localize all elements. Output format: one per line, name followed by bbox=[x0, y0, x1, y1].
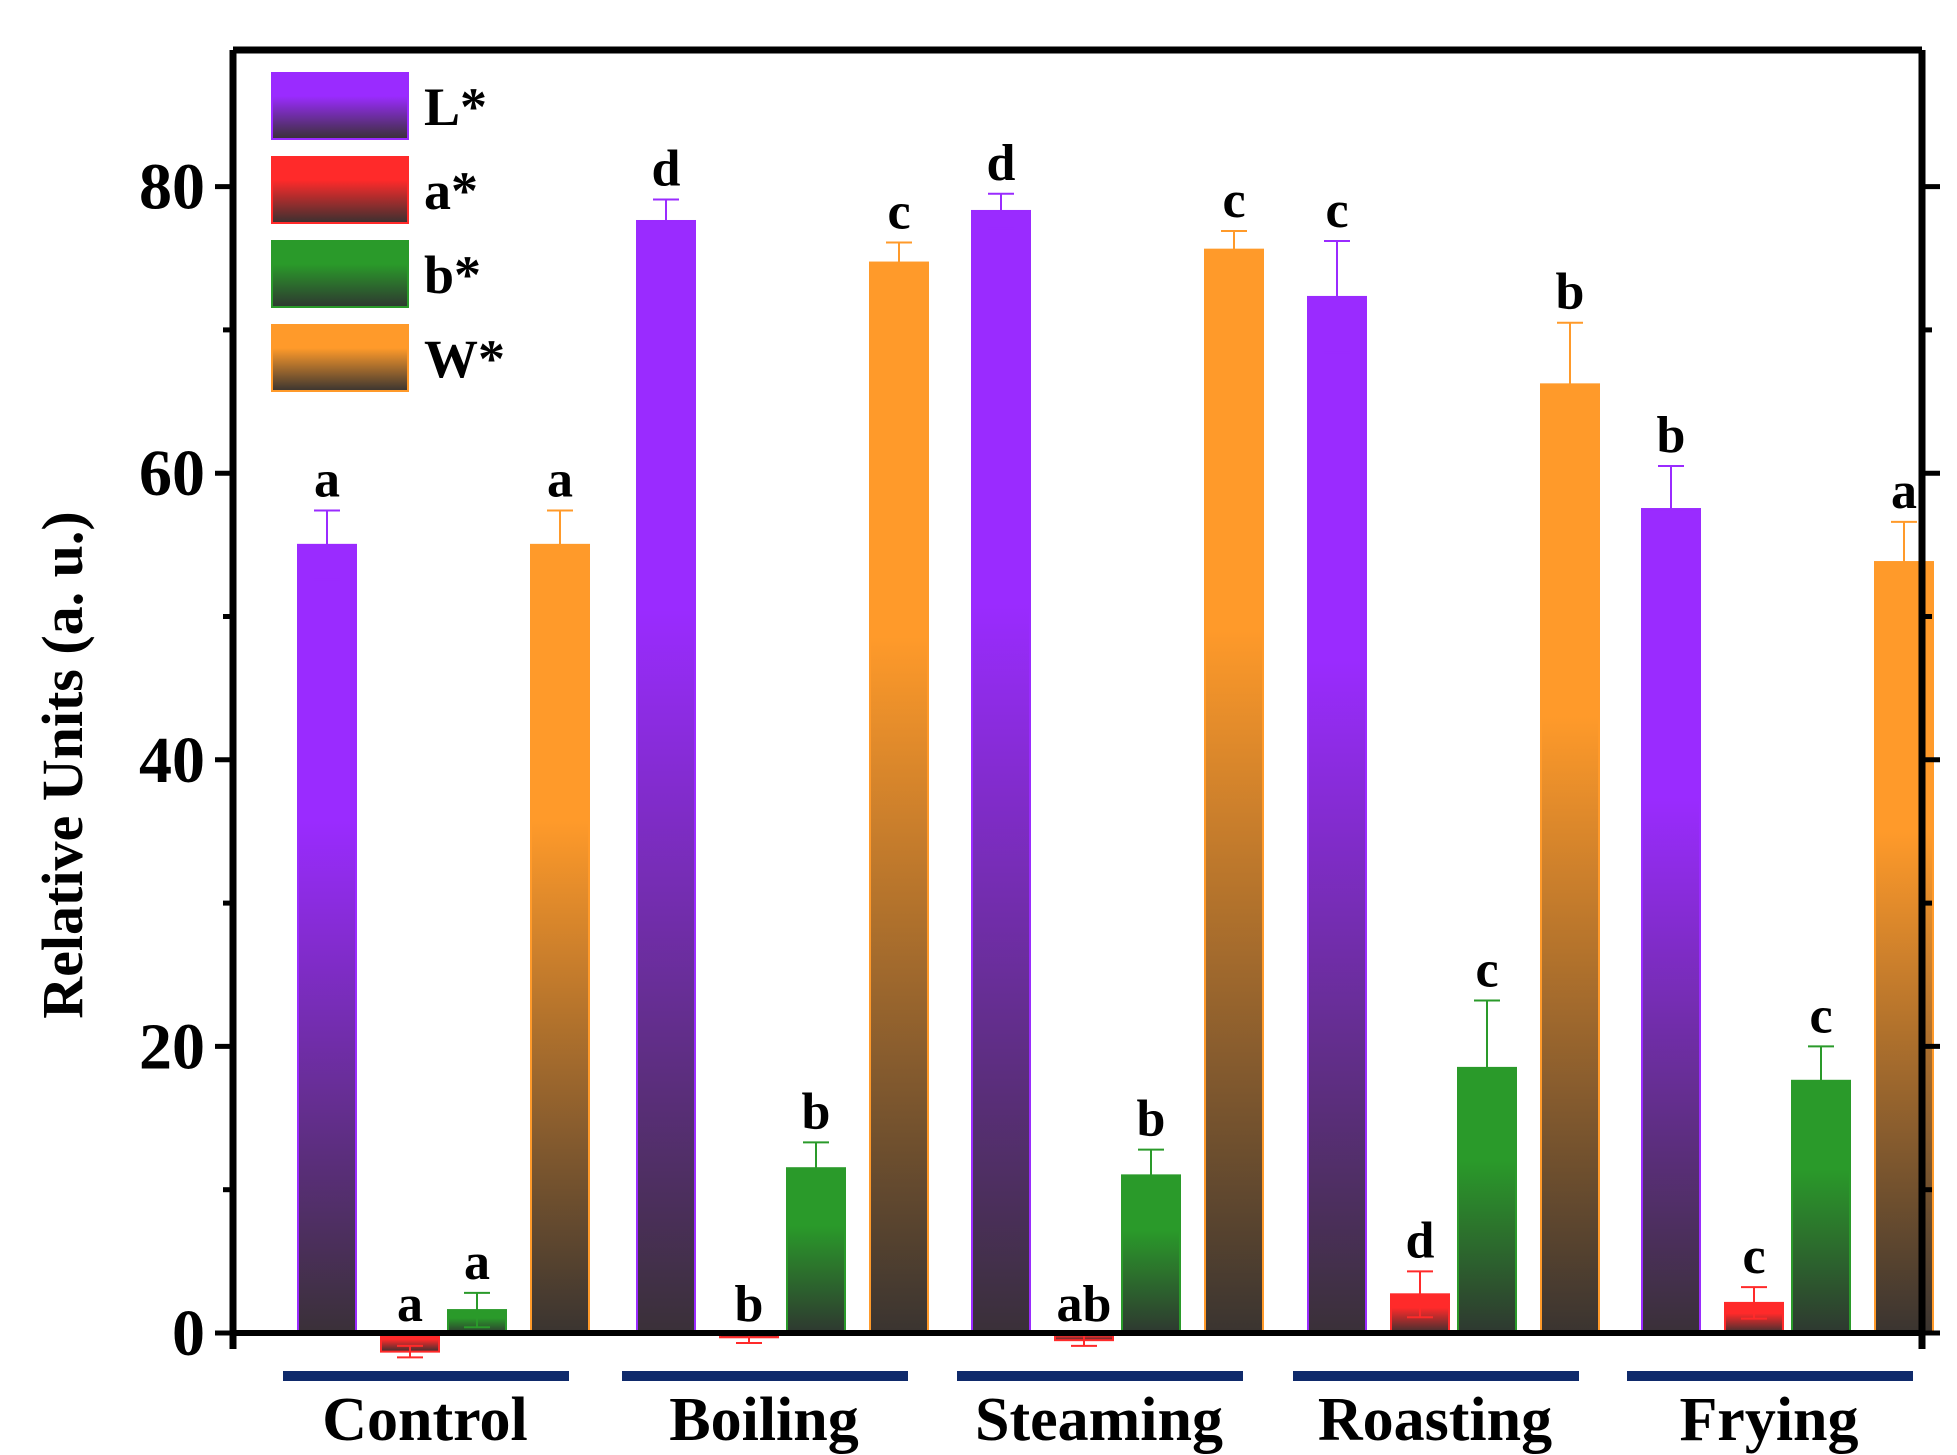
group-bar-frying bbox=[1627, 1371, 1913, 1381]
bar-control-w bbox=[530, 543, 590, 1334]
significance-letter: d bbox=[987, 135, 1016, 192]
significance-letter: b bbox=[1556, 264, 1585, 321]
bar-boiling-w bbox=[869, 261, 929, 1335]
y-tick-label: 60 bbox=[139, 437, 205, 510]
group-bar-control bbox=[283, 1371, 569, 1381]
category-label-boiling: Boiling bbox=[669, 1386, 859, 1454]
legend-label-l: L* bbox=[424, 77, 487, 137]
significance-letter: b bbox=[1657, 407, 1686, 464]
bar-roasting-l bbox=[1307, 295, 1367, 1334]
significance-letter: c bbox=[1325, 182, 1348, 239]
category-label-frying: Frying bbox=[1679, 1386, 1858, 1454]
significance-letter: a bbox=[464, 1234, 490, 1291]
legend-swatch-b bbox=[271, 240, 409, 308]
significance-letter: c bbox=[887, 183, 910, 240]
significance-letter: b bbox=[735, 1276, 764, 1333]
y-tick-label: 40 bbox=[139, 724, 205, 797]
legend-label-a: a* bbox=[424, 161, 478, 221]
category-label-steaming: Steaming bbox=[975, 1386, 1223, 1454]
bar-boiling-b bbox=[786, 1167, 846, 1334]
group-bar-boiling bbox=[622, 1371, 908, 1381]
category-label-control: Control bbox=[322, 1386, 528, 1454]
bar-roasting-w bbox=[1540, 383, 1600, 1334]
bar-steaming-l bbox=[971, 209, 1031, 1334]
y-tick-label: 80 bbox=[139, 151, 205, 224]
legend-swatch-l bbox=[271, 72, 409, 140]
bar-boiling-l bbox=[636, 219, 696, 1335]
significance-letter: a bbox=[397, 1276, 423, 1333]
significance-letter: a bbox=[1891, 463, 1917, 520]
significance-letter: d bbox=[1406, 1212, 1435, 1269]
significance-letter: c bbox=[1475, 942, 1498, 999]
significance-letter: c bbox=[1809, 987, 1832, 1044]
y-axis-label: Relative Units (a. u.) bbox=[30, 511, 95, 1018]
bar-frying-b bbox=[1791, 1079, 1851, 1334]
significance-letter: c bbox=[1222, 172, 1245, 229]
group-bar-steaming bbox=[957, 1371, 1243, 1381]
y-tick-label: 0 bbox=[172, 1297, 205, 1370]
significance-letter: b bbox=[802, 1083, 831, 1140]
significance-letter: d bbox=[652, 140, 681, 197]
legend-swatch-w bbox=[271, 324, 409, 392]
category-label-roasting: Roasting bbox=[1318, 1386, 1552, 1454]
bar-steaming-w bbox=[1204, 248, 1264, 1335]
legend-label-w: W* bbox=[424, 329, 505, 389]
y-tick-label: 20 bbox=[139, 1010, 205, 1083]
group-bar-roasting bbox=[1293, 1371, 1579, 1381]
significance-letter: c bbox=[1742, 1228, 1765, 1285]
bar-control-l bbox=[297, 543, 357, 1334]
significance-letter: ab bbox=[1057, 1276, 1112, 1333]
significance-letter: a bbox=[314, 451, 340, 508]
legend-swatch-a bbox=[271, 156, 409, 224]
legend-label-b: b* bbox=[424, 245, 481, 305]
significance-letter: b bbox=[1137, 1091, 1166, 1148]
significance-letter: a bbox=[547, 451, 573, 508]
bar-frying-l bbox=[1641, 508, 1701, 1334]
